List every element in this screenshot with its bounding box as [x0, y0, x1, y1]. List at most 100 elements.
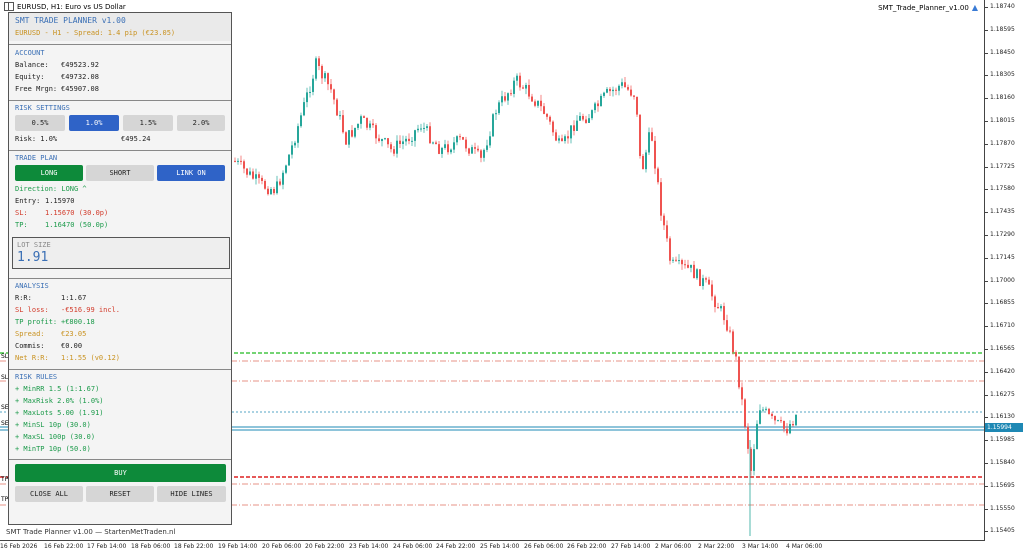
candle-body: [645, 152, 647, 170]
spread-value: €23.05: [61, 330, 87, 338]
buy-button[interactable]: BUY: [15, 464, 226, 482]
candle-body: [747, 426, 749, 449]
candle-body: [549, 116, 551, 122]
time-axis-label: 19 Feb 14:00: [218, 543, 258, 550]
candle-body: [522, 87, 524, 89]
candle-body: [417, 128, 419, 131]
time-axis-label: 16 Feb 22:00: [44, 543, 84, 550]
candle-body: [672, 259, 674, 261]
candle-body: [429, 126, 431, 144]
candle-body: [360, 116, 362, 124]
candle-body: [756, 423, 758, 450]
time-axis-label: 2 Mar 22:00: [698, 543, 735, 550]
candle-body: [279, 181, 281, 185]
price-axis-tick: [984, 98, 988, 100]
risk-settings-section: RISK SETTINGS 0.5% 1.0% 1.5% 2.0% Risk: …: [9, 100, 231, 149]
candle-body: [246, 168, 248, 175]
candle-body: [276, 181, 278, 194]
hide-lines-button[interactable]: HIDE LINES: [157, 486, 226, 502]
candle-body: [462, 137, 464, 140]
risk-percent-text: Risk: 1.0%: [15, 135, 58, 143]
candle-body: [405, 138, 407, 142]
link-toggle-button[interactable]: LINK ON: [157, 165, 225, 181]
candle-body: [501, 96, 503, 103]
time-axis-label: 3 Mar 14:00: [742, 543, 779, 550]
candle-body: [273, 188, 275, 194]
candle-body: [705, 278, 707, 280]
price-axis-tick: [984, 326, 988, 328]
candle-body: [420, 128, 422, 130]
candle-body: [444, 144, 446, 148]
candle-body: [711, 284, 713, 297]
time-axis-label: 26 Feb 22:00: [567, 543, 607, 550]
candle-body: [333, 89, 335, 100]
candle-body: [753, 449, 755, 471]
candle-body: [471, 147, 473, 154]
candle-body: [390, 144, 392, 150]
price-axis-label: 1.17145: [990, 253, 1015, 261]
reset-button[interactable]: RESET: [86, 486, 154, 502]
risk-2-0-button[interactable]: 2.0%: [177, 115, 225, 131]
chart-line-label: SE: [1, 420, 9, 427]
candle-body: [699, 269, 701, 286]
long-button[interactable]: LONG: [15, 165, 83, 181]
candle-body: [696, 269, 698, 279]
candle-body: [552, 121, 554, 133]
candle-body: [588, 118, 590, 123]
price-axis-label: 1.15550: [990, 504, 1015, 512]
candle-body: [504, 96, 506, 101]
candle-body: [738, 356, 740, 388]
equity-value: €49732.08: [61, 73, 99, 81]
time-axis-label: 2 Mar 06:00: [655, 543, 692, 550]
candle-body: [300, 115, 302, 127]
short-button[interactable]: SHORT: [86, 165, 154, 181]
candle-body: [459, 136, 461, 138]
risk-0-5-button[interactable]: 0.5%: [15, 115, 65, 131]
price-axis-label: 1.17580: [990, 185, 1015, 193]
candle-body: [582, 116, 584, 120]
price-axis-label: 1.17725: [990, 162, 1015, 170]
candle-body: [681, 260, 683, 265]
risk-settings-header: RISK SETTINGS: [15, 104, 70, 112]
candle-body: [378, 138, 380, 142]
candle-body: [726, 320, 728, 331]
candle-body: [573, 125, 575, 131]
price-axis-tick: [984, 463, 988, 464]
candle-body: [780, 420, 782, 422]
candle-body: [324, 73, 326, 79]
candle-body: [714, 296, 716, 308]
candle-body: [591, 110, 593, 119]
candle-body: [789, 424, 791, 434]
candle-body: [483, 149, 485, 158]
candle-body: [564, 136, 566, 142]
price-axis-tick: [984, 189, 988, 191]
candle-body: [264, 180, 266, 189]
candle-body: [261, 177, 263, 181]
candle-body: [777, 420, 779, 422]
candle-body: [669, 238, 671, 261]
candle-body: [651, 132, 653, 141]
candle-body: [282, 172, 284, 185]
candle-body: [639, 114, 641, 156]
close-all-button[interactable]: CLOSE ALL: [15, 486, 83, 502]
expert-advisor-label[interactable]: SMT_Trade_Planner_v1.00 ▲: [878, 3, 978, 12]
tp-value: 1.16470 (50.0p): [45, 221, 109, 229]
risk-1-0-button[interactable]: 1.0%: [69, 115, 119, 131]
candle-body: [717, 307, 719, 309]
risk-1-5-button[interactable]: 1.5%: [123, 115, 173, 131]
candle-body: [312, 78, 314, 92]
price-axis-tick: [984, 29, 988, 31]
rule-item: + MinSL 10p (30.0): [15, 421, 91, 429]
current-price-tag: 1.15994: [985, 423, 1023, 432]
candle-body: [786, 428, 788, 434]
candle-body: [306, 92, 308, 103]
candle-body: [387, 138, 389, 145]
candle-body: [357, 123, 359, 128]
actions-section: [9, 459, 231, 524]
candle-body: [240, 160, 242, 162]
candle-body: [759, 410, 761, 424]
candle-body: [612, 89, 614, 92]
candle-body: [348, 130, 350, 145]
candle-body: [258, 174, 260, 178]
candle-body: [489, 136, 491, 146]
